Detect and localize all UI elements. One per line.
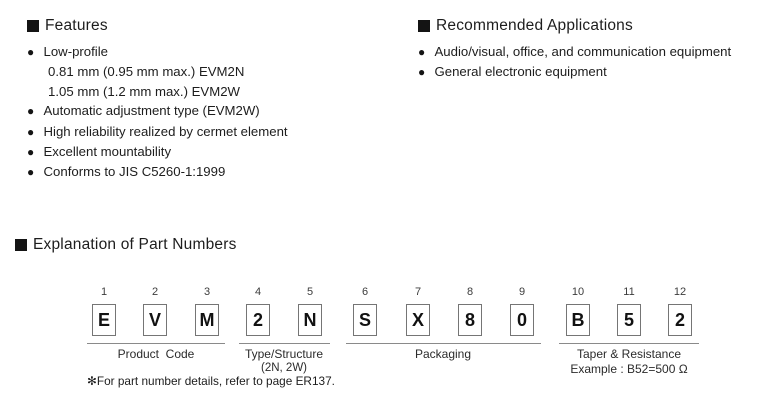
bullet-icon: ●: [27, 124, 35, 139]
digit-position-label: 7: [414, 286, 422, 298]
list-item: ● Automatic adjustment type (EVM2W): [27, 101, 288, 121]
list-item: 0.81 mm (0.95 mm max.) EVM2N: [27, 62, 288, 81]
bullet-icon: ●: [27, 45, 35, 59]
list-item: 1.05 mm (1.2 mm max.) EVM2W: [27, 82, 288, 101]
application-text: General electronic equipment: [434, 64, 607, 80]
features-header: Features: [27, 17, 108, 34]
bullet-icon: ●: [418, 45, 426, 59]
feature-text: Excellent mountability: [43, 144, 172, 160]
digit-position-label: 8: [466, 286, 474, 298]
digit-position-label: 2: [151, 286, 159, 298]
section-marker-icon: [418, 20, 430, 32]
digit-box: X: [406, 304, 430, 336]
group-underline: [239, 343, 330, 344]
group-label-taper-resistance: Taper & Resistance: [576, 347, 682, 361]
features-list: ● Low-profile 0.81 mm (0.95 mm max.) EVM…: [27, 42, 288, 183]
digit-position-label: 9: [518, 286, 526, 298]
feature-text: Conforms to JIS C5260-1:1999: [43, 164, 226, 180]
digit-box: 8: [458, 304, 482, 336]
bullet-icon: ●: [418, 65, 426, 80]
digit-box: 2: [246, 304, 270, 336]
digit-box: M: [195, 304, 219, 336]
bullet-icon: ●: [27, 165, 35, 180]
part-number-unit: 4 2: [232, 287, 284, 336]
list-item: ● Conforms to JIS C5260-1:1999: [27, 162, 288, 182]
digit-box: S: [353, 304, 377, 336]
part-number-unit: 12 2: [654, 287, 706, 336]
part-number-unit: 7 X: [392, 287, 444, 336]
list-item: ● Excellent mountability: [27, 142, 288, 162]
feature-text: 0.81 mm (0.95 mm max.) EVM2N: [48, 64, 245, 80]
digit-box: V: [143, 304, 167, 336]
group-underline: [87, 343, 225, 344]
digit-position-label: 3: [203, 286, 211, 298]
group-label-product-code: Product Code: [117, 347, 195, 361]
part-number-unit: 5 N: [284, 287, 336, 336]
digit-position-label: 11: [623, 286, 635, 298]
features-title: Features: [45, 17, 108, 34]
digit-position-label: 10: [571, 286, 585, 298]
group-label-type-structure: Type/Structure: [244, 347, 324, 361]
application-text: Audio/visual, office, and communication …: [434, 44, 732, 59]
section-marker-icon: [27, 20, 39, 32]
list-item: ● General electronic equipment: [418, 62, 731, 82]
group-sublabel-resistance-example: Example : B52=500 Ω: [570, 362, 688, 376]
recommended-applications-title: Recommended Applications: [436, 17, 633, 34]
digit-box: 5: [617, 304, 641, 336]
bullet-icon: ●: [27, 104, 35, 119]
part-number-unit: 3 M: [181, 287, 233, 336]
group-label-packaging: Packaging: [414, 347, 472, 361]
section-marker-icon: [15, 239, 27, 251]
digit-box: 2: [668, 304, 692, 336]
digit-box: N: [298, 304, 322, 336]
part-number-footnote: ✻For part number details, refer to page …: [87, 374, 335, 388]
bullet-icon: ●: [27, 145, 35, 160]
list-item: ● High reliability realized by cermet el…: [27, 122, 288, 142]
recommended-applications-list: ● Audio/visual, office, and communicatio…: [418, 42, 731, 83]
part-numbers-header: Explanation of Part Numbers: [15, 236, 237, 253]
part-number-unit: 8 8: [444, 287, 496, 336]
list-item: ● Low-profile: [27, 42, 288, 62]
group-sublabel-type-structure: (2N, 2W): [261, 362, 307, 374]
digit-position-label: 12: [673, 286, 687, 298]
part-number-unit: 2 V: [129, 287, 181, 336]
part-number-unit: 9 0: [496, 287, 548, 336]
digit-position-label: 1: [100, 286, 108, 298]
part-number-unit: 1 E: [78, 287, 130, 336]
digit-box: B: [566, 304, 590, 336]
digit-box: E: [92, 304, 116, 336]
digit-box: 0: [510, 304, 534, 336]
part-number-unit: 10 B: [552, 287, 604, 336]
part-number-unit: 11 5: [603, 287, 655, 336]
digit-position-label: 5: [306, 286, 314, 298]
part-number-unit: 6 S: [339, 287, 391, 336]
feature-text: Automatic adjustment type (EVM2W): [43, 103, 260, 119]
feature-text: 1.05 mm (1.2 mm max.) EVM2W: [48, 83, 240, 99]
recommended-applications-header: Recommended Applications: [418, 17, 633, 34]
list-item: ● Audio/visual, office, and communicatio…: [418, 42, 731, 62]
feature-text: High reliability realized by cermet elem…: [43, 123, 288, 139]
part-numbers-title: Explanation of Part Numbers: [33, 236, 237, 253]
group-underline: [559, 343, 699, 344]
feature-text: Low-profile: [43, 44, 109, 59]
digit-position-label: 6: [361, 286, 369, 298]
group-underline: [346, 343, 541, 344]
digit-position-label: 4: [254, 286, 262, 298]
